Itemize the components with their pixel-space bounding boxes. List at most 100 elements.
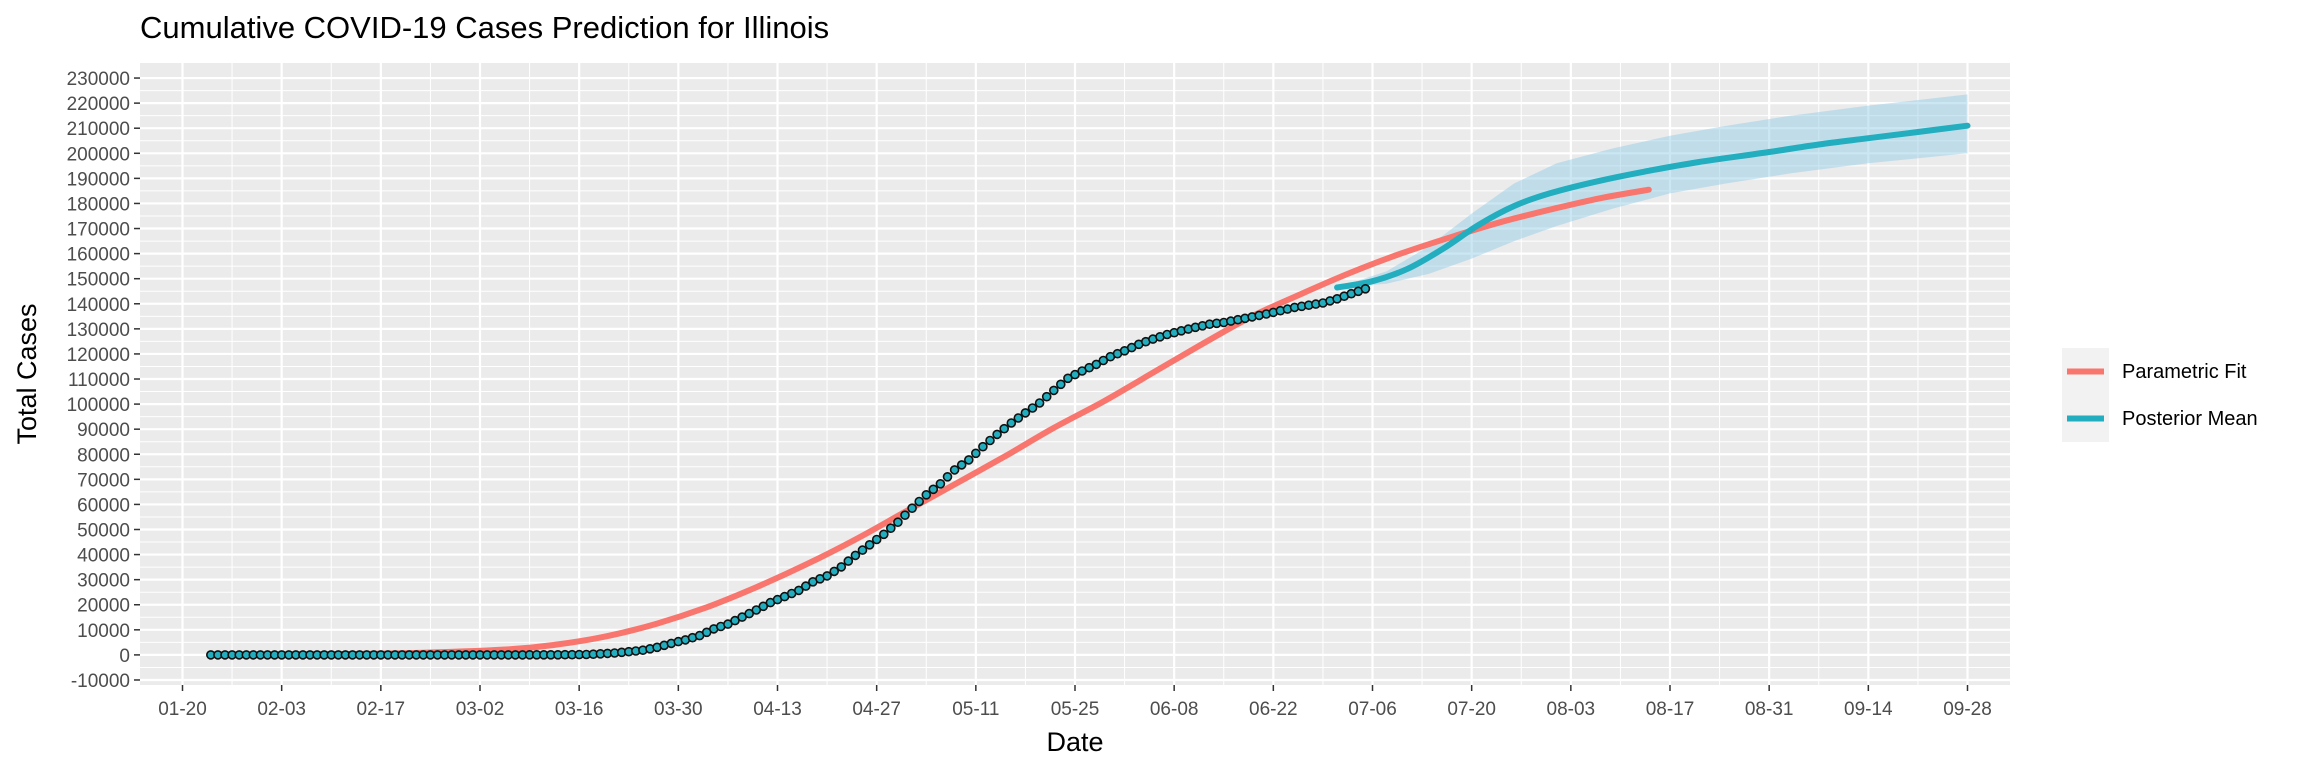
observed-point xyxy=(800,581,811,591)
series-lines-layer xyxy=(207,122,1971,658)
y-tick-label: 120000 xyxy=(67,345,130,366)
legend-label: Parametric Fit xyxy=(2122,361,2247,383)
y-tick-label: 0 xyxy=(119,646,130,667)
observed-point xyxy=(1020,408,1031,418)
observed-point xyxy=(1049,385,1059,396)
posterior-credible-band xyxy=(1337,94,1968,288)
y-tick-label: 210000 xyxy=(67,119,130,140)
y-tick-label: 220000 xyxy=(67,94,130,115)
y-tick-label: 40000 xyxy=(77,546,130,567)
y-axis-title: Total Cases xyxy=(12,303,42,444)
observed-point xyxy=(921,489,932,500)
observed-point xyxy=(893,517,903,528)
x-tick-label: 04-27 xyxy=(852,699,901,720)
x-tick-label: 03-16 xyxy=(555,699,604,720)
observed-point xyxy=(900,510,910,521)
observed-point xyxy=(1091,359,1102,370)
observed-point xyxy=(935,478,946,489)
legend: Parametric Fit Posterior Mean xyxy=(2062,348,2258,442)
observed-point xyxy=(871,534,882,545)
observed-point xyxy=(1006,418,1017,428)
legend-label: Posterior Mean xyxy=(2122,408,2258,430)
observed-point xyxy=(956,460,967,470)
y-axis: -10000 0 10000 20000 30000 40000 50000 60000 700… xyxy=(67,69,140,692)
y-tick-label: 20000 xyxy=(77,596,130,617)
observed-point xyxy=(758,601,769,612)
observed-point xyxy=(907,503,917,514)
x-tick-label: 06-22 xyxy=(1249,699,1298,720)
observed-point xyxy=(985,435,995,446)
observed-point xyxy=(1360,283,1371,294)
y-tick-label: 190000 xyxy=(67,169,130,190)
y-tick-label: 30000 xyxy=(77,571,130,592)
y-tick-label: 80000 xyxy=(77,445,130,466)
y-tick-label: -10000 xyxy=(71,671,130,692)
y-tick-label: 70000 xyxy=(77,470,130,491)
observed-point xyxy=(970,448,981,459)
chart-title: Cumulative COVID-19 Cases Prediction for… xyxy=(140,10,829,45)
posterior-mean-line xyxy=(1334,122,1971,291)
observed-point xyxy=(1034,398,1045,408)
x-tick-label: 08-03 xyxy=(1547,699,1596,720)
y-tick-label: 160000 xyxy=(67,245,130,266)
y-tick-label: 130000 xyxy=(67,320,130,341)
y-tick-label: 180000 xyxy=(67,194,130,215)
x-tick-label: 05-25 xyxy=(1051,699,1100,720)
y-tick-label: 230000 xyxy=(67,69,130,90)
x-axis: 01-20 02-03 02-17 03-02 03-16 03-30 04-13 04-27… xyxy=(158,685,1992,720)
x-tick-label: 02-17 xyxy=(357,699,406,720)
x-tick-label: 08-31 xyxy=(1745,699,1794,720)
y-tick-label: 110000 xyxy=(68,370,130,391)
parametric-fit-line xyxy=(207,186,1652,658)
y-tick-label: 60000 xyxy=(77,495,130,516)
y-tick-label: 50000 xyxy=(77,521,130,542)
x-tick-label: 06-08 xyxy=(1150,699,1199,720)
observed-point xyxy=(978,441,988,452)
y-tick-label: 200000 xyxy=(67,144,130,165)
observed-point xyxy=(914,496,925,507)
observed-point xyxy=(1041,391,1052,402)
y-tick-label: 100000 xyxy=(67,395,130,416)
observed-point xyxy=(864,539,875,550)
observed-point xyxy=(1013,413,1024,423)
x-tick-label: 03-30 xyxy=(654,699,703,720)
observed-points-layer xyxy=(206,283,1371,660)
observed-point xyxy=(850,550,861,561)
observed-point xyxy=(942,471,953,482)
observed-point xyxy=(857,545,868,555)
y-tick-label: 170000 xyxy=(67,220,130,241)
observed-point xyxy=(1056,379,1066,390)
x-tick-label: 04-13 xyxy=(753,699,802,720)
observed-point xyxy=(878,529,889,540)
x-axis-title: Date xyxy=(1046,727,1103,757)
x-tick-label: 03-02 xyxy=(456,699,505,720)
x-tick-label: 05-11 xyxy=(952,699,999,720)
observed-point xyxy=(999,423,1010,434)
x-tick-label: 09-14 xyxy=(1844,699,1893,720)
observed-point xyxy=(822,571,832,581)
credible-band-layer xyxy=(1337,94,1968,288)
observed-point xyxy=(928,484,939,495)
x-tick-label: 02-03 xyxy=(257,699,306,720)
y-tick-label: 150000 xyxy=(67,270,130,291)
x-tick-label: 09-28 xyxy=(1943,699,1992,720)
y-tick-label: 10000 xyxy=(77,621,130,642)
x-tick-label: 08-17 xyxy=(1646,699,1695,720)
observed-point xyxy=(963,455,974,465)
observed-point xyxy=(843,556,854,566)
observed-point xyxy=(836,562,847,572)
observed-point xyxy=(829,566,840,577)
y-tick-label: 90000 xyxy=(77,420,130,441)
grid-major xyxy=(140,63,2010,685)
x-tick-label: 07-06 xyxy=(1348,699,1397,720)
x-tick-label: 07-20 xyxy=(1447,699,1496,720)
observed-point xyxy=(1098,355,1109,366)
observed-point xyxy=(1063,373,1073,384)
observed-point xyxy=(793,585,804,596)
x-tick-label: 01-20 xyxy=(158,699,207,720)
observed-point xyxy=(992,429,1002,440)
observed-point xyxy=(885,523,896,534)
observed-point xyxy=(1027,403,1038,413)
